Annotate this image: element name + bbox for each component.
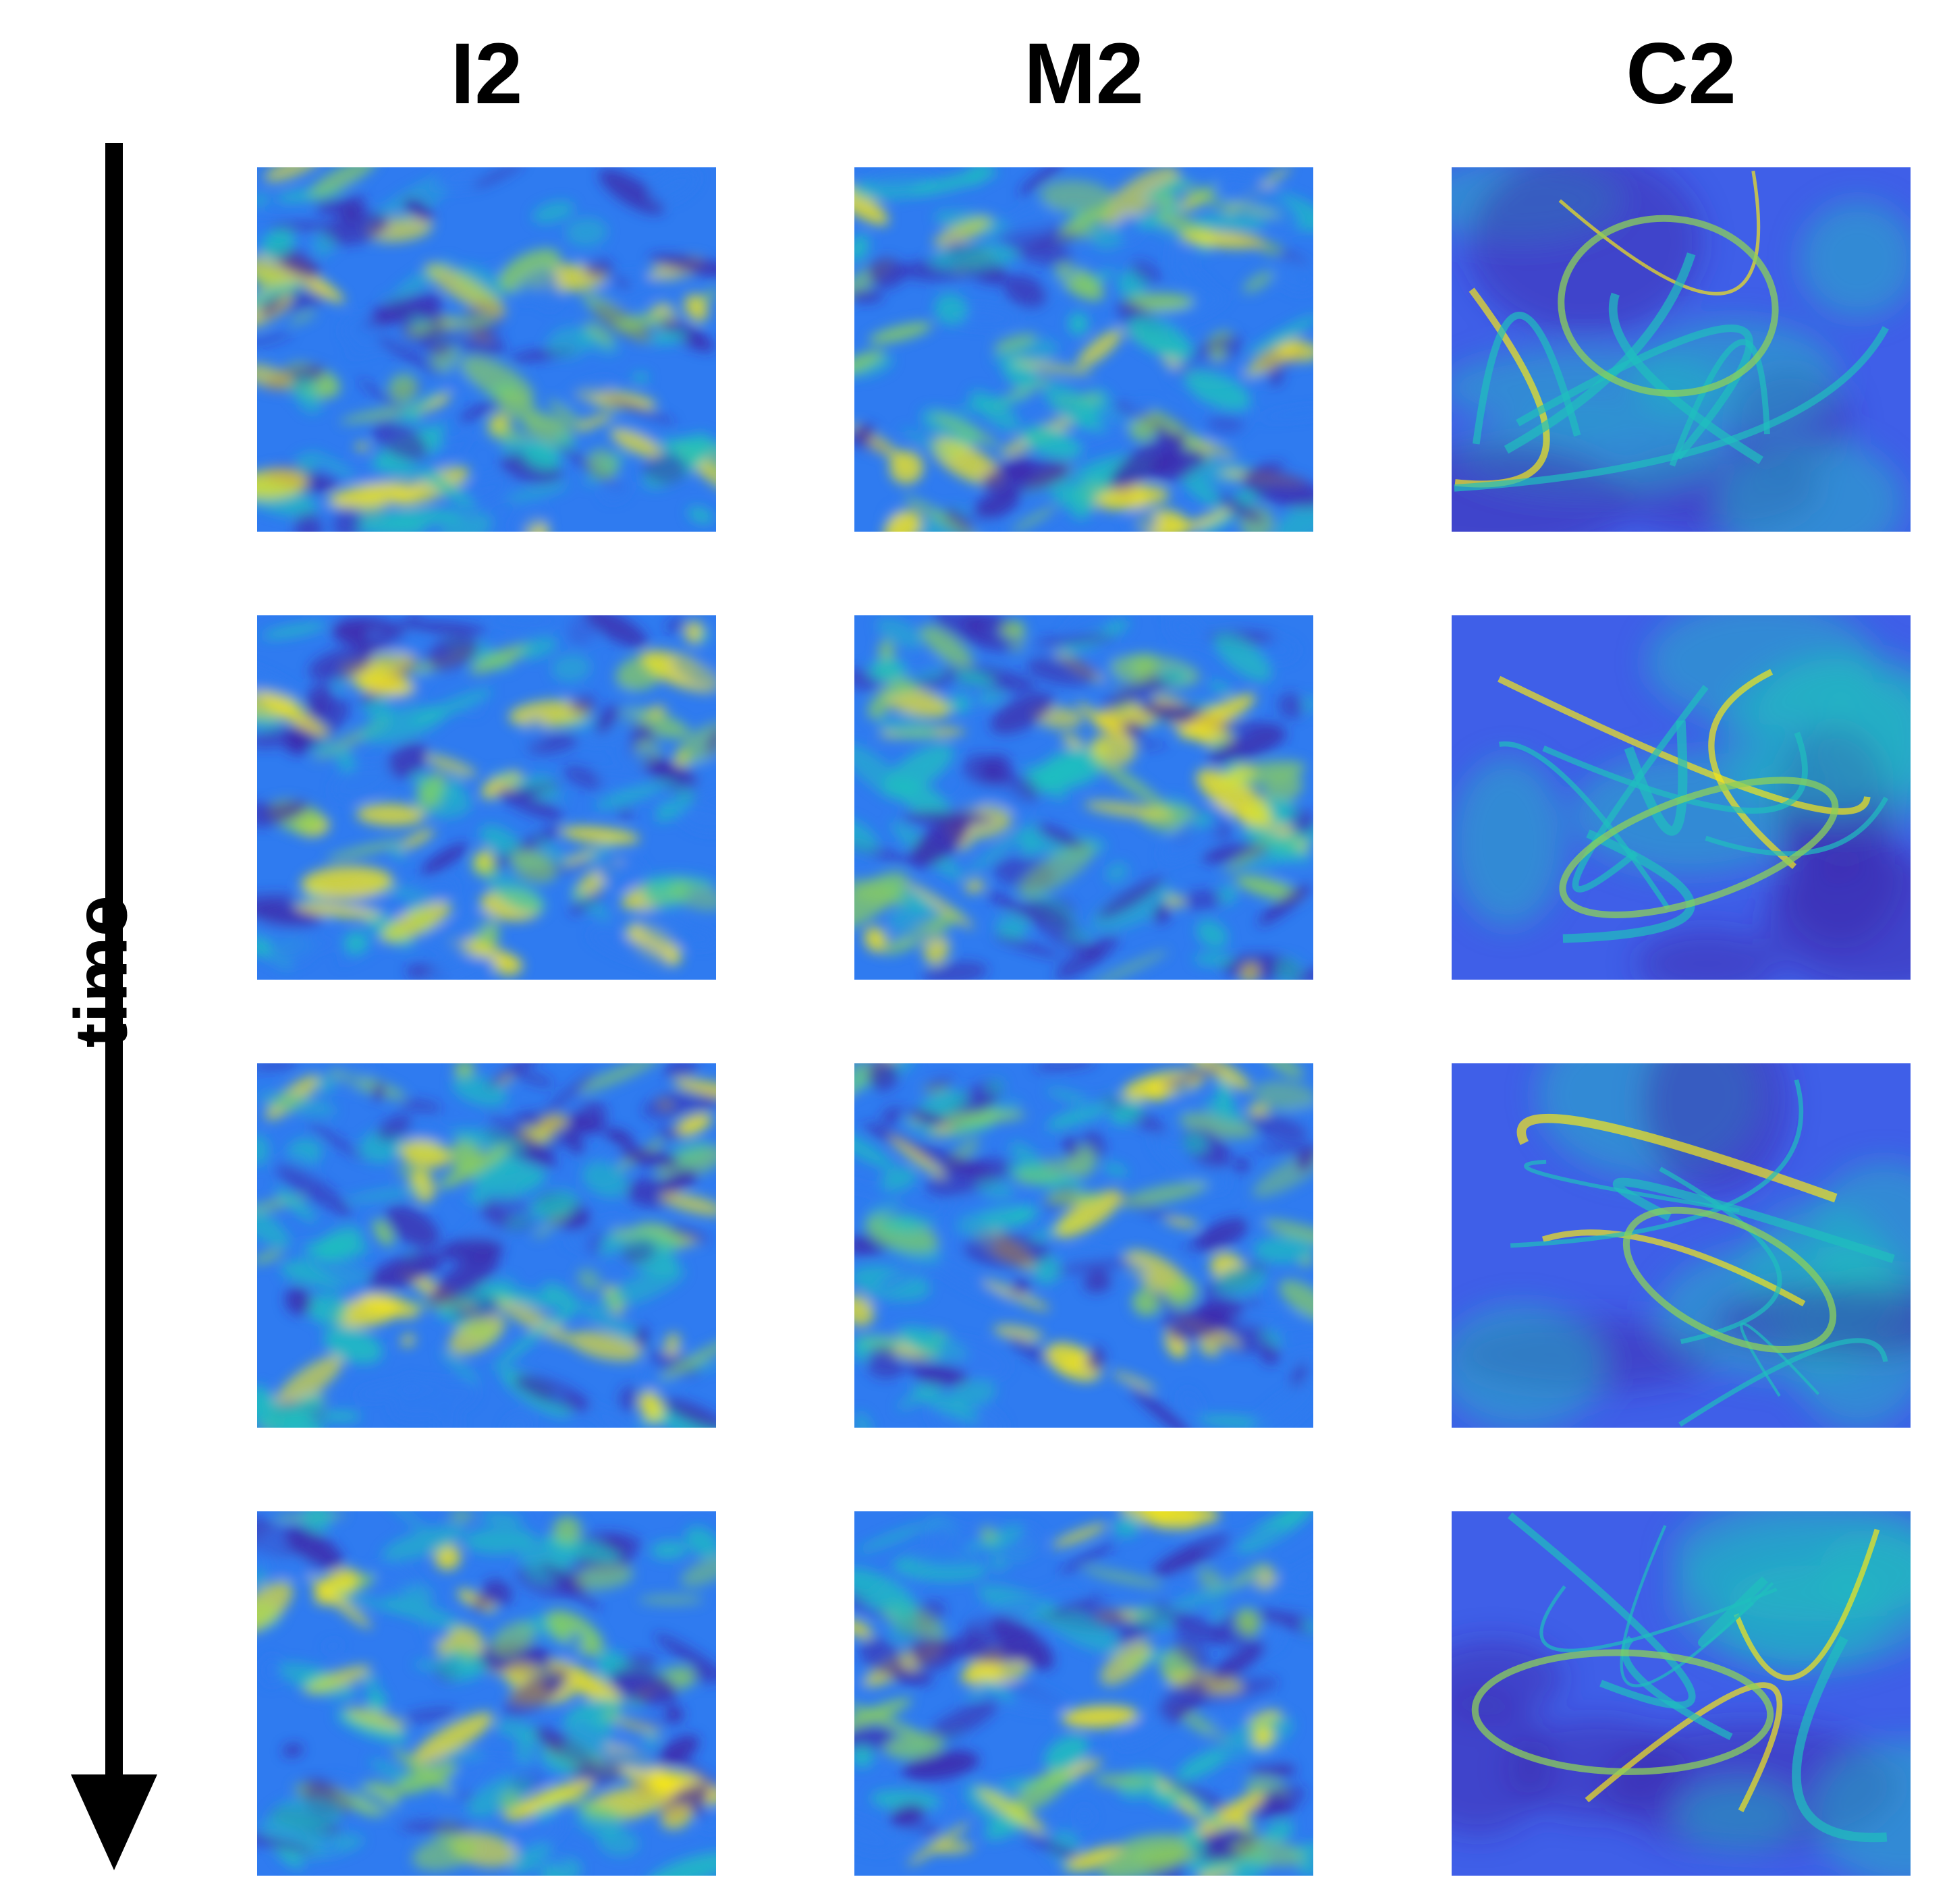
time-axis-label: time <box>59 895 143 1048</box>
panel-c2-t1 <box>1452 167 1911 532</box>
panel-i2-t1 <box>257 167 716 532</box>
column-title-m2: M2 <box>1024 26 1144 122</box>
column-title-c2: C2 <box>1626 26 1736 122</box>
panel-c2-t2 <box>1452 615 1911 980</box>
panel-m2-t4 <box>854 1511 1313 1876</box>
column-title-i2: I2 <box>450 26 523 122</box>
time-arrow-shaft <box>105 143 123 1783</box>
panel-m2-t3 <box>854 1063 1313 1428</box>
panel-i2-t4 <box>257 1511 716 1876</box>
panel-i2-t2 <box>257 615 716 980</box>
panel-c2-t3 <box>1452 1063 1911 1428</box>
panel-i2-t3 <box>257 1063 716 1428</box>
panel-m2-t1 <box>854 167 1313 532</box>
time-arrow-head <box>71 1774 157 1870</box>
panel-c2-t4 <box>1452 1511 1911 1876</box>
panel-m2-t2 <box>854 615 1313 980</box>
